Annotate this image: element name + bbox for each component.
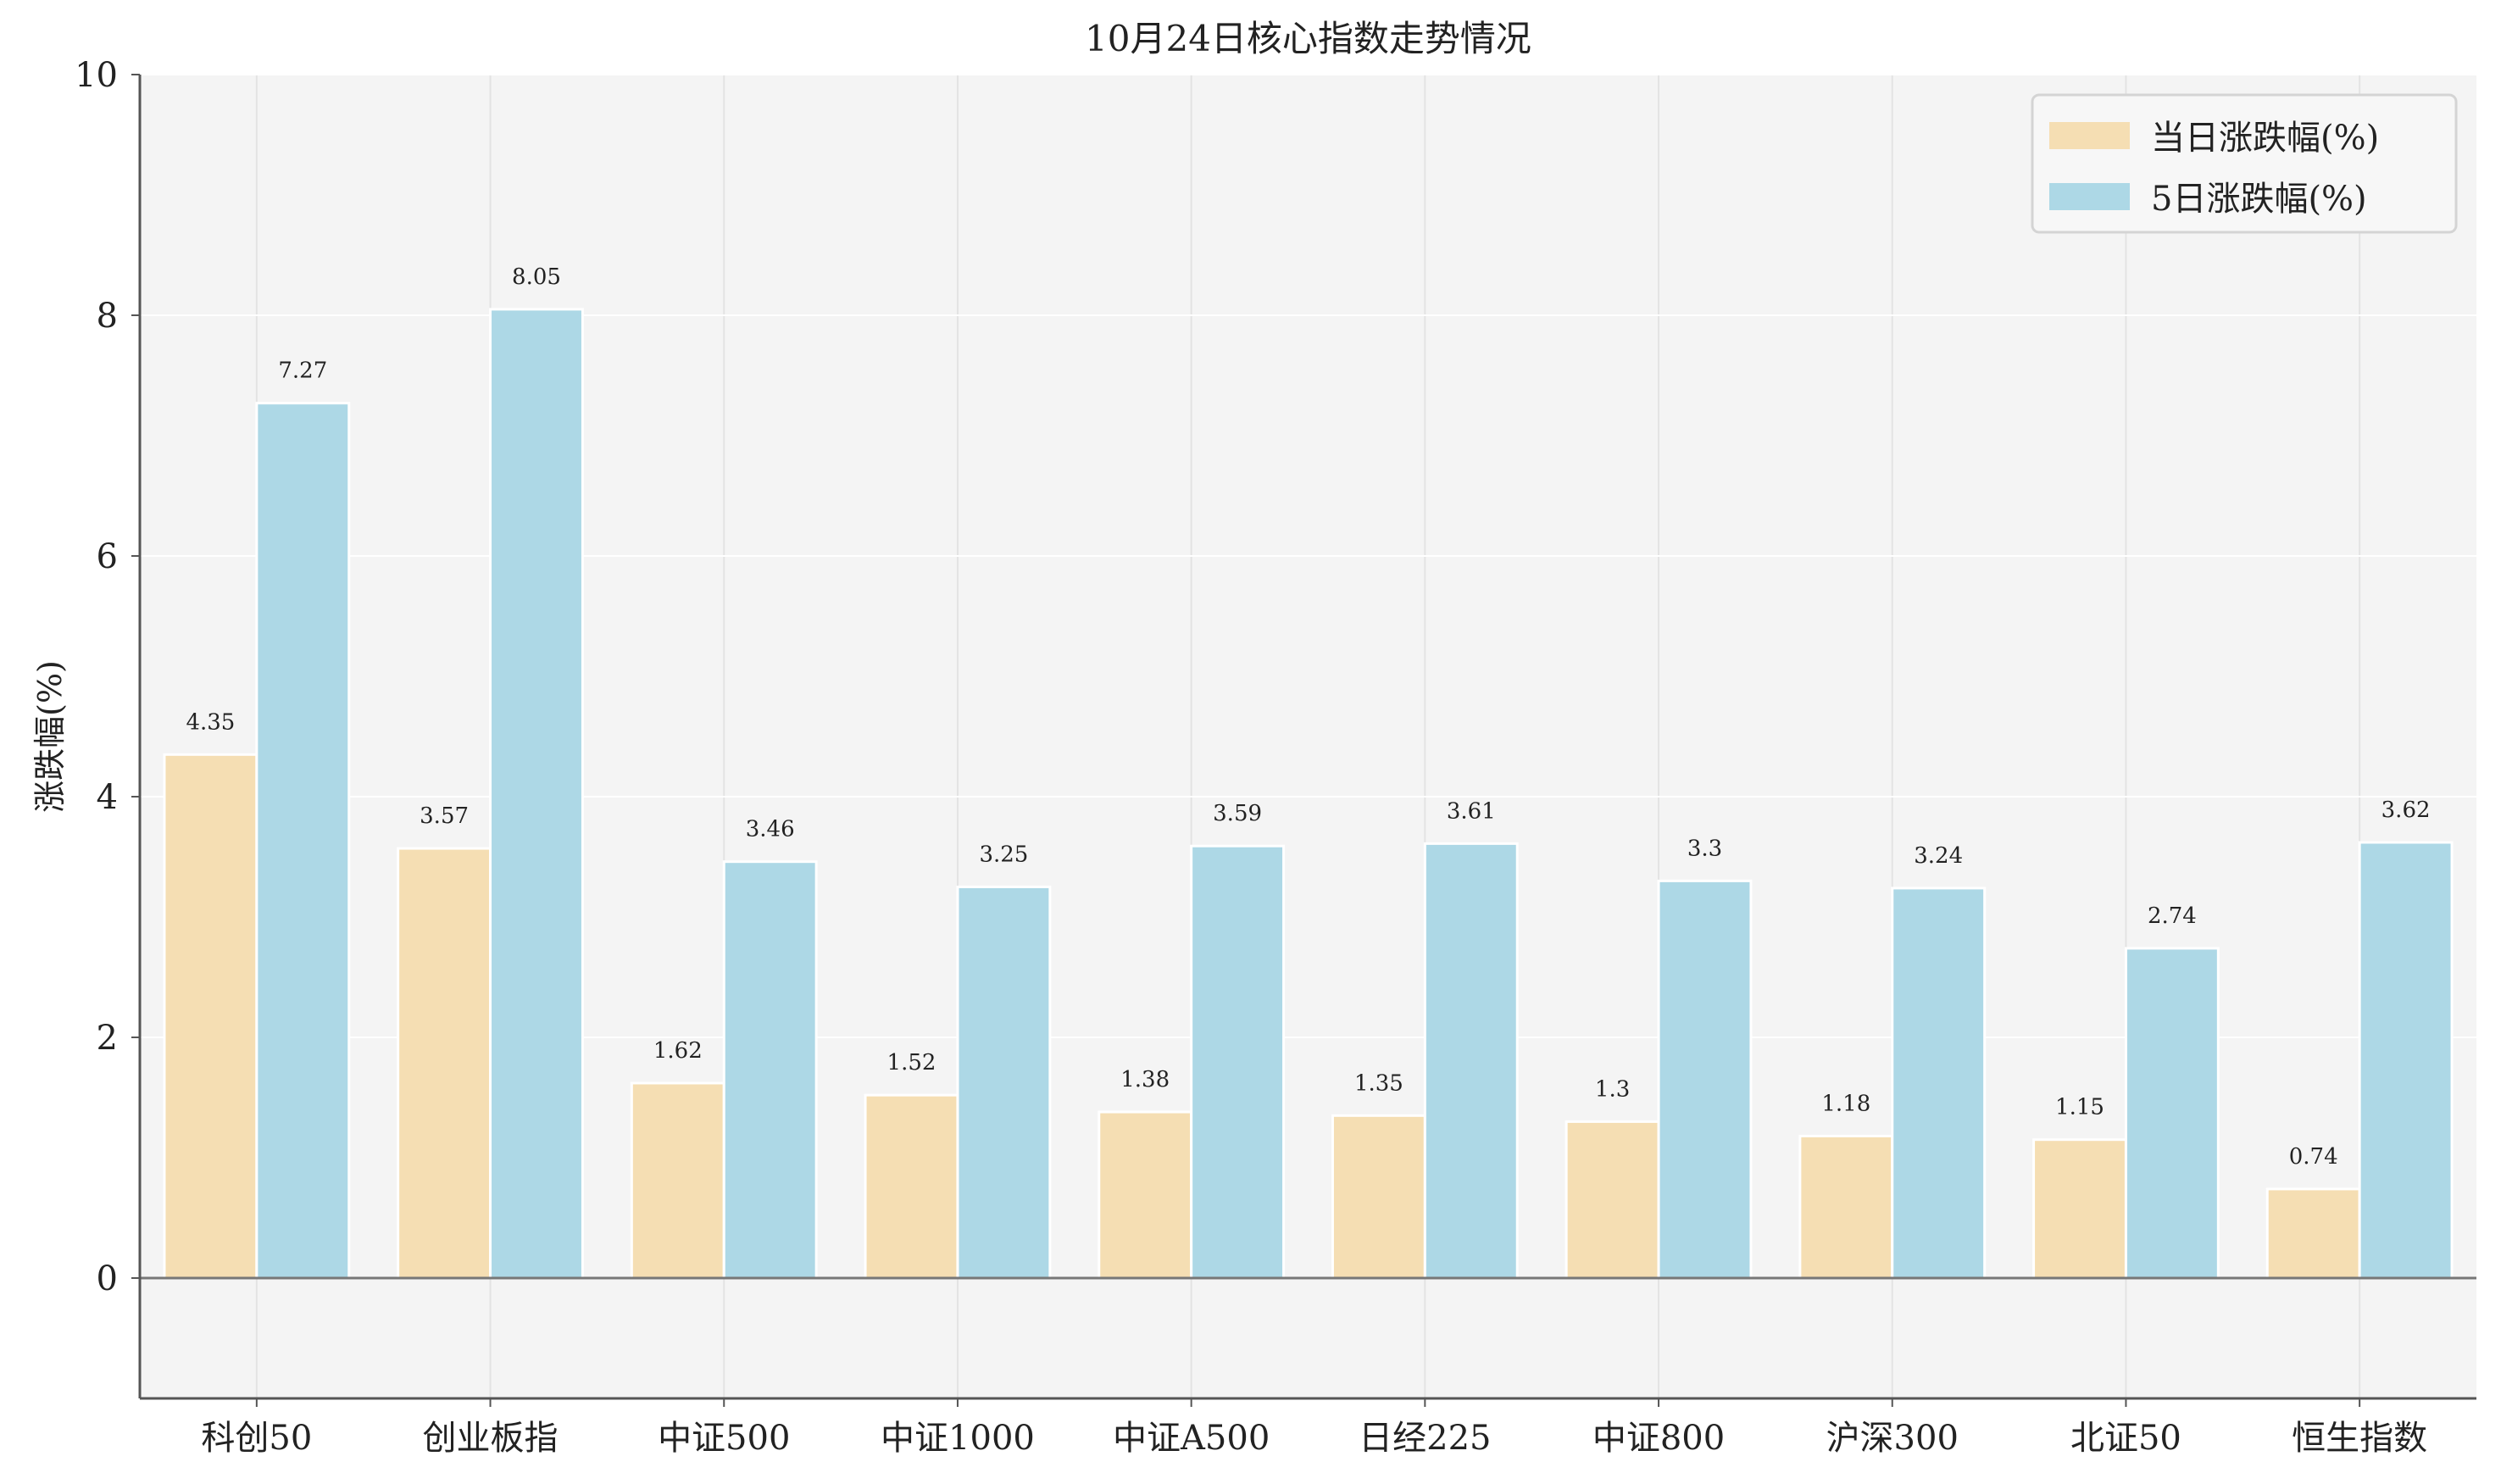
data-label-5day: 3.24	[1914, 843, 1963, 869]
legend-label-daily: 当日涨跌幅(%)	[2151, 119, 2379, 158]
bar-daily	[397, 847, 492, 1280]
data-label-5day: 3.25	[979, 842, 1028, 868]
x-tick-label: 中证800	[1592, 1419, 1725, 1458]
y-tick-label: 6	[97, 537, 118, 576]
x-tick-label: 中证A500	[1113, 1419, 1270, 1458]
bar-5day	[722, 860, 818, 1280]
data-label-5day: 8.05	[512, 264, 561, 290]
y-tick-label: 4	[97, 778, 118, 817]
bar-5day	[255, 402, 351, 1280]
data-label-daily: 1.18	[1821, 1091, 1870, 1116]
data-label-daily: 4.35	[186, 709, 235, 735]
data-label-5day: 3.3	[1687, 836, 1722, 861]
bar-daily	[2265, 1187, 2361, 1280]
data-label-daily: 1.3	[1595, 1076, 1630, 1102]
data-label-5day: 3.59	[1213, 801, 1262, 826]
bar-5day	[956, 886, 1052, 1280]
data-label-daily: 0.74	[2289, 1144, 2338, 1170]
data-labels: 4.35 7.27 3.57 8.05 1.62 3.46 1.52 3.25 1.38 3.59…	[186, 264, 2430, 1170]
x-tick-label: 日经225	[1359, 1419, 1491, 1458]
bar-5day	[1190, 844, 1286, 1280]
y-tick-label: 2	[97, 1019, 118, 1058]
bar-5day	[1891, 887, 1987, 1280]
bar-5day	[1657, 879, 1753, 1280]
bar-daily	[630, 1081, 725, 1280]
x-tick-label: 中证1000	[881, 1419, 1035, 1458]
data-label-5day: 2.74	[2148, 903, 2197, 929]
bar-daily	[864, 1093, 959, 1280]
data-label-daily: 1.52	[887, 1050, 936, 1075]
bar-daily	[1798, 1134, 1894, 1280]
x-tick-label: 沪深300	[1826, 1419, 1959, 1458]
bar-5day	[1423, 842, 1519, 1280]
data-label-daily: 1.15	[2055, 1095, 2104, 1120]
x-tick-label: 科创50	[201, 1419, 312, 1458]
legend-swatch-daily	[2049, 122, 2130, 149]
bar-daily	[1331, 1114, 1426, 1280]
data-label-daily: 1.35	[1354, 1070, 1403, 1096]
bars	[163, 308, 2454, 1280]
bar-5day	[2124, 947, 2220, 1280]
x-tick-label: 恒生指数	[2292, 1419, 2427, 1458]
data-label-daily: 3.57	[420, 803, 469, 829]
bar-daily	[1098, 1110, 1193, 1280]
data-label-daily: 1.62	[653, 1038, 703, 1064]
legend-box	[2031, 93, 2458, 234]
x-tick-label: 北证50	[2070, 1419, 2181, 1458]
bar-daily	[163, 753, 258, 1280]
x-tick-label: 中证500	[658, 1419, 790, 1458]
bar-daily	[1565, 1120, 1660, 1280]
y-axis-ticks: 0 2 4 6 8 10	[75, 56, 140, 1298]
chart-title: 10月24日核心指数走势情况	[1085, 18, 1531, 59]
y-tick-label: 8	[97, 297, 118, 336]
bar-daily	[2032, 1138, 2127, 1280]
y-axis-label: 涨跌幅(%)	[31, 660, 69, 813]
bar-5day	[489, 308, 584, 1280]
data-label-5day: 7.27	[278, 358, 327, 384]
data-label-5day: 3.46	[746, 817, 795, 842]
y-tick-label: 10	[75, 56, 118, 95]
legend-label-5day: 5日涨跌幅(%)	[2151, 180, 2367, 219]
legend-swatch-5day	[2049, 183, 2130, 210]
x-axis-ticks: 科创50 创业板指 中证500 中证1000 中证A500 日经225 中证800 沪深300…	[201, 1398, 2427, 1458]
data-label-5day: 3.62	[2382, 798, 2431, 823]
data-label-5day: 3.61	[1447, 798, 1496, 824]
legend: 当日涨跌幅(%) 5日涨跌幅(%)	[2031, 93, 2458, 234]
bar-5day	[2358, 841, 2454, 1280]
x-tick-label: 创业板指	[423, 1419, 559, 1458]
data-label-daily: 1.38	[1120, 1067, 1170, 1092]
y-tick-label: 0	[97, 1259, 118, 1298]
